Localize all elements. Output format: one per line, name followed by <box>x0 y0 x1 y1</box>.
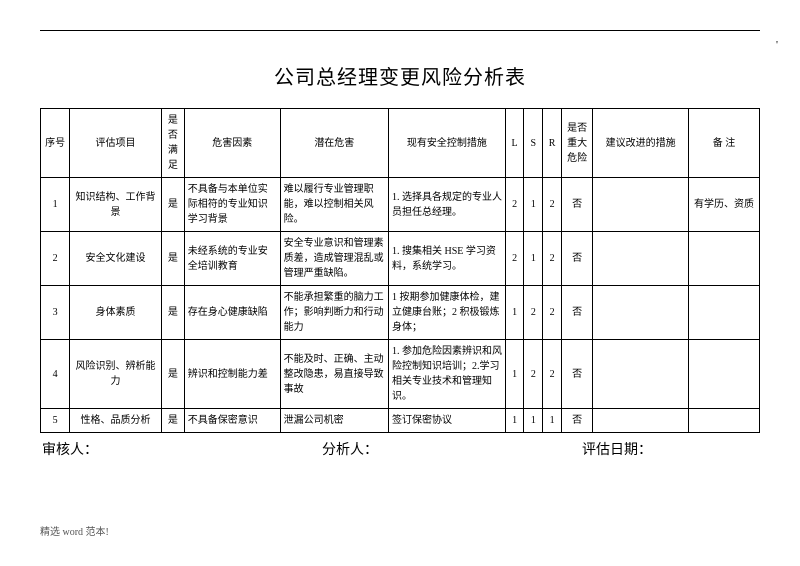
cell-S: 1 <box>524 232 543 286</box>
cell-factor: 未经系统的专业安全培训教育 <box>184 232 280 286</box>
cell-hazard: 难以履行专业管理职能，难以控制相关风险。 <box>280 178 388 232</box>
cell-S: 1 <box>524 178 543 232</box>
cell-control: 1 按期参加健康体检，建立健康台账；2 积极锻炼身体； <box>389 286 506 340</box>
cell-L: 1 <box>505 340 524 409</box>
cell-satisfied: 是 <box>161 340 184 409</box>
cell-control: 1. 参加危险因素辨识和风险控制知识培训；2.学习相关专业技术和管理知识。 <box>389 340 506 409</box>
cell-major: 否 <box>561 232 592 286</box>
cell-major: 否 <box>561 409 592 433</box>
th-major: 是否重大危险 <box>561 109 592 178</box>
cell-hazard: 不能承担繁重的脑力工作；影响判断力和行动能力 <box>280 286 388 340</box>
cell-suggest <box>593 340 689 409</box>
th-seq: 序号 <box>41 109 70 178</box>
th-satisfied: 是否满足 <box>161 109 184 178</box>
table-row: 5性格、品质分析是不具备保密意识泄漏公司机密签订保密协议111否 <box>41 409 760 433</box>
table-row: 3身体素质是存在身心健康缺陷不能承担繁重的脑力工作；影响判断力和行动能力1 按期… <box>41 286 760 340</box>
th-l: L <box>505 109 524 178</box>
cell-L: 1 <box>505 409 524 433</box>
table-row: 2安全文化建设是未经系统的专业安全培训教育安全专业意识和管理素质差，造成管理混乱… <box>41 232 760 286</box>
th-suggest: 建议改进的措施 <box>593 109 689 178</box>
signature-auditor: 审核人： <box>42 439 322 459</box>
cell-item: 安全文化建设 <box>70 232 162 286</box>
signature-analyst: 分析人： <box>322 439 582 459</box>
cell-satisfied: 是 <box>161 286 184 340</box>
cell-hazard: 安全专业意识和管理素质差，造成管理混乱或管理严重缺陷。 <box>280 232 388 286</box>
cell-major: 否 <box>561 286 592 340</box>
th-hazard: 潜在危害 <box>280 109 388 178</box>
cell-major: 否 <box>561 178 592 232</box>
cell-suggest <box>593 286 689 340</box>
table-row: 1知识结构、工作背景是不具备与本单位实际相符的专业知识学习背景难以履行专业管理职… <box>41 178 760 232</box>
cell-L: 2 <box>505 232 524 286</box>
th-item: 评估项目 <box>70 109 162 178</box>
cell-satisfied: 是 <box>161 178 184 232</box>
cell-factor: 辨识和控制能力差 <box>184 340 280 409</box>
cell-satisfied: 是 <box>161 409 184 433</box>
cell-suggest <box>593 232 689 286</box>
cell-R: 2 <box>543 178 562 232</box>
cell-S: 1 <box>524 409 543 433</box>
cell-L: 2 <box>505 178 524 232</box>
cell-R: 1 <box>543 409 562 433</box>
cell-hazard: 不能及时、正确、主动整改隐患，易直接导致事故 <box>280 340 388 409</box>
cell-item: 性格、品质分析 <box>70 409 162 433</box>
cell-L: 1 <box>505 286 524 340</box>
cell-item: 知识结构、工作背景 <box>70 178 162 232</box>
cell-R: 2 <box>543 340 562 409</box>
cell-factor: 不具备保密意识 <box>184 409 280 433</box>
table-header-row: 序号 评估项目 是否满足 危害因素 潜在危害 现有安全控制措施 L S R 是否… <box>41 109 760 178</box>
signatures-row: 审核人： 分析人： 评估日期： <box>40 439 760 459</box>
cell-control: 1. 搜集相关 HSE 学习资料，系统学习。 <box>389 232 506 286</box>
cell-hazard: 泄漏公司机密 <box>280 409 388 433</box>
signature-date: 评估日期： <box>582 439 758 459</box>
cell-S: 2 <box>524 340 543 409</box>
cell-item: 风险识别、辨析能力 <box>70 340 162 409</box>
cell-satisfied: 是 <box>161 232 184 286</box>
cell-seq: 3 <box>41 286 70 340</box>
cell-seq: 4 <box>41 340 70 409</box>
cell-factor: 存在身心健康缺陷 <box>184 286 280 340</box>
cell-seq: 5 <box>41 409 70 433</box>
table-row: 4风险识别、辨析能力是辨识和控制能力差不能及时、正确、主动整改隐患，易直接导致事… <box>41 340 760 409</box>
top-rule <box>40 30 760 31</box>
cell-note <box>689 232 760 286</box>
footer-text: 精选 word 范本! <box>40 523 109 538</box>
cell-control: 1. 选择具各规定的专业人员担任总经理。 <box>389 178 506 232</box>
th-factor: 危害因素 <box>184 109 280 178</box>
th-s: S <box>524 109 543 178</box>
page-title: 公司总经理变更风险分析表 <box>40 61 760 90</box>
cell-major: 否 <box>561 340 592 409</box>
cell-suggest <box>593 178 689 232</box>
th-note: 备 注 <box>689 109 760 178</box>
cell-control: 签订保密协议 <box>389 409 506 433</box>
cell-S: 2 <box>524 286 543 340</box>
cell-R: 2 <box>543 286 562 340</box>
cell-item: 身体素质 <box>70 286 162 340</box>
risk-table: 序号 评估项目 是否满足 危害因素 潜在危害 现有安全控制措施 L S R 是否… <box>40 108 760 433</box>
cell-suggest <box>593 409 689 433</box>
cell-factor: 不具备与本单位实际相符的专业知识学习背景 <box>184 178 280 232</box>
cell-seq: 1 <box>41 178 70 232</box>
th-r: R <box>543 109 562 178</box>
cell-note: 有学历、资质 <box>689 178 760 232</box>
th-control: 现有安全控制措施 <box>389 109 506 178</box>
cell-note <box>689 286 760 340</box>
cell-note <box>689 409 760 433</box>
cell-note <box>689 340 760 409</box>
cell-seq: 2 <box>41 232 70 286</box>
cell-R: 2 <box>543 232 562 286</box>
